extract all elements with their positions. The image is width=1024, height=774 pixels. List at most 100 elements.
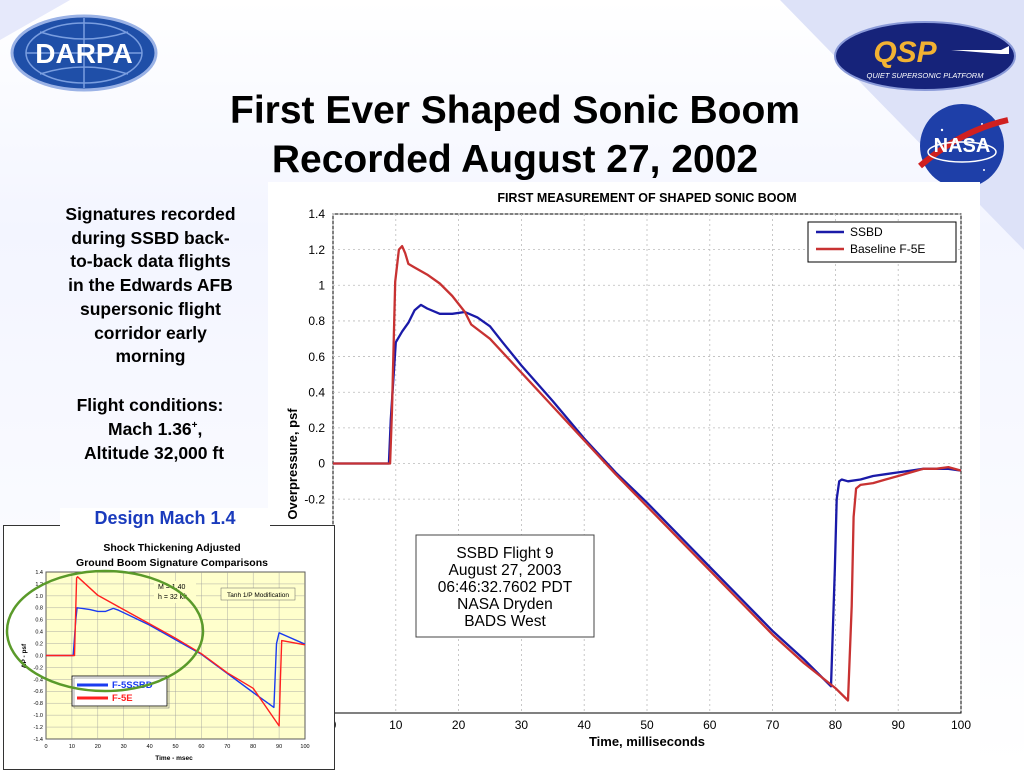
inset-chart-subtitle: Ground Boom Signature Comparisons (76, 557, 268, 569)
desc-line: during SSBD back- (71, 227, 230, 248)
legend-label-f5e: Baseline F-5E (850, 242, 925, 256)
y-tick-label: -0.6 (34, 689, 43, 695)
x-tick-label: 60 (703, 718, 717, 732)
mach-comma: , (197, 419, 203, 439)
darpa-logo: DARPA (10, 14, 158, 92)
flight-conditions-label: Flight conditions: (76, 395, 224, 415)
y-tick-label: -1.4 (34, 737, 43, 743)
y-tick-label: 0.6 (308, 350, 325, 364)
desc-line: morning (115, 346, 186, 367)
main-plot-frame (332, 213, 962, 714)
x-tick-label: 10 (389, 718, 403, 732)
inset-legend-label-ssbd: F-5SSBD (112, 680, 153, 691)
inset-annotation-tanh: Tanh 1/P Modification (227, 592, 289, 599)
mach-condition: Mach 1.36+, (108, 419, 202, 440)
inset-legend: F-5SSBD F-5E (71, 675, 170, 709)
altitude-condition: Altitude 32,000 ft (84, 443, 225, 463)
x-tick-label: 10 (69, 744, 75, 750)
y-tick-label: -0.4 (34, 677, 43, 683)
inset-x-axis-label: Time - msec (155, 755, 193, 762)
y-tick-label: -1.0 (34, 713, 43, 719)
annotation-line: NASA Dryden (457, 596, 553, 613)
inset-annotation-altitude: h = 32 kft (158, 594, 187, 601)
annotation-line: BADS West (464, 613, 546, 630)
x-tick-label: 30 (515, 718, 529, 732)
y-tick-label: 0.2 (35, 641, 43, 647)
y-tick-label: 1.2 (308, 243, 325, 257)
y-tick-label: 1 (318, 278, 325, 292)
y-tick-label: 0.2 (308, 421, 325, 435)
x-tick-label: 50 (640, 718, 654, 732)
x-tick-label: 0 (44, 744, 47, 750)
main-y-axis-label: Overpressure, psf (285, 408, 300, 520)
y-tick-label: 0 (318, 457, 325, 471)
main-ticks: 0 10 20 30 40 50 60 70 80 90 100 1.4 1.2 1 0.8 0.6 0.4 0.… (304, 207, 971, 732)
main-x-axis-label: Time, milliseconds (589, 734, 705, 749)
y-tick-label: -0.8 (34, 701, 43, 707)
qsp-logo: QSP QUIET SUPERSONIC PLATFORM (834, 21, 1016, 91)
x-tick-label: 70 (766, 718, 780, 732)
y-tick-label: 1.4 (35, 570, 43, 576)
x-tick-label: 80 (250, 744, 256, 750)
y-tick-label: 1.2 (35, 582, 43, 588)
main-chart-title: FIRST MEASUREMENT OF SHAPED SONIC BOOM (497, 191, 796, 205)
desc-line: to-back data flights (70, 251, 231, 272)
desc-line: supersonic flight (80, 298, 221, 319)
title-line-1: First Ever Shaped Sonic Boom (230, 89, 800, 132)
inset-tanh-annotation: Tanh 1/P Modification (220, 587, 296, 601)
flight-annotation-box: SSBD Flight 9 August 27, 2003 06:46:32.7… (415, 534, 595, 638)
nasa-logo: NASA (918, 104, 1009, 188)
highlight-ellipse (5, 569, 205, 693)
x-tick-label: 100 (951, 718, 971, 732)
y-tick-label: 0.8 (308, 314, 325, 328)
x-tick-label: 90 (892, 718, 906, 732)
title-line-2: Recorded August 27, 2002 (271, 138, 759, 181)
x-tick-label: 90 (276, 744, 282, 750)
main-series-line-1 (333, 244, 962, 702)
mach-text: Mach 1.36 (108, 419, 192, 439)
mach-superscript: + (191, 420, 198, 432)
y-tick-label: -0.2 (34, 665, 43, 671)
x-tick-label: 20 (452, 718, 466, 732)
inset-chart-title: Shock Thickening Adjusted (103, 542, 240, 554)
design-mach-title: Design Mach 1.4 (60, 508, 270, 529)
darpa-logo-text: DARPA (35, 38, 132, 69)
inset-series (46, 576, 306, 727)
inset-y-axis-label: ΔP - psf (21, 643, 28, 668)
main-series-line-0 (333, 303, 962, 688)
y-tick-label: -1.2 (34, 725, 43, 731)
inset-legend-label-f5e: F-5E (112, 693, 133, 704)
desc-line: Signatures recorded (65, 204, 236, 224)
main-series (333, 244, 962, 702)
qsp-logo-text: QSP (873, 36, 937, 69)
y-tick-label: -0.2 (304, 492, 325, 506)
y-tick-label: 1.4 (308, 207, 325, 221)
x-tick-label: 80 (829, 718, 843, 732)
x-tick-label: 100 (300, 744, 309, 750)
y-tick-label: 0.4 (308, 385, 325, 399)
main-legend: SSBD Baseline F-5E (807, 221, 957, 263)
y-tick-label: 0.8 (35, 606, 43, 612)
x-tick-label: 70 (224, 744, 230, 750)
x-tick-label: 40 (578, 718, 592, 732)
y-tick-label: 0.0 (35, 653, 43, 659)
x-tick-label: 40 (147, 744, 153, 750)
inset-series-line-0 (46, 607, 306, 709)
annotation-line: 06:46:32.7602 PDT (438, 579, 573, 596)
annotation-line: SSBD Flight 9 (456, 545, 553, 562)
y-tick-label: 0.6 (35, 618, 43, 624)
desc-line: in the Edwards AFB (68, 275, 233, 296)
legend-label-ssbd: SSBD (850, 225, 883, 239)
description-text: Signatures recorded during SSBD back- to… (48, 203, 253, 369)
x-tick-label: 30 (121, 744, 127, 750)
inset-panel: 0 10 20 30 40 50 60 70 80 90 100 1.4 1.2 1.0 0.8 0.6 0.4… (3, 525, 335, 770)
inset-ticks: 0 10 20 30 40 50 60 70 80 90 100 1.4 1.2 1.0 0.8 0.6 0.4… (34, 570, 310, 750)
y-tick-label: 0.4 (35, 630, 43, 636)
main-chart: 0 10 20 30 40 50 60 70 80 90 100 1.4 1.2 1 0.8 0.6 0.4 0.… (268, 182, 980, 768)
annotation-line: August 27, 2003 (449, 562, 562, 579)
y-tick-label: 1.0 (35, 594, 43, 600)
inset-chart: 0 10 20 30 40 50 60 70 80 90 100 1.4 1.2 1.0 0.8 0.6 0.4… (5, 542, 310, 762)
slide-title: First Ever Shaped Sonic Boom Recorded Au… (130, 86, 900, 184)
x-tick-label: 20 (95, 744, 101, 750)
inset-series-line-1 (46, 576, 306, 727)
